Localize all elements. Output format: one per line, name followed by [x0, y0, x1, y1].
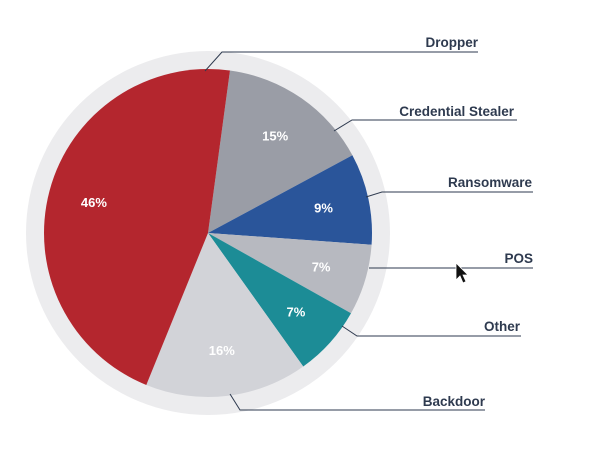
- value-label-ransomware: 7%: [312, 259, 331, 274]
- leader-line-credential-stealer: [333, 119, 517, 132]
- pie-slice-credential-stealer: [208, 155, 373, 245]
- pie-slice-dropper: [208, 70, 353, 233]
- pie-slice-other: [146, 233, 304, 397]
- leader-line-dropper: [204, 51, 478, 72]
- pie-slice-backdoor: [44, 69, 230, 385]
- pie-slice-ransomware: [208, 233, 372, 314]
- category-label-credential-stealer: Credential Stealer: [399, 104, 515, 119]
- value-label-credential-stealer: 9%: [314, 201, 333, 216]
- value-label-pos: 7%: [287, 304, 306, 319]
- category-label-backdoor: Backdoor: [423, 394, 486, 409]
- value-label-dropper: 15%: [262, 128, 288, 143]
- value-label-backdoor: 46%: [81, 195, 107, 210]
- category-label-other: Other: [484, 319, 521, 334]
- pie-slice-pos: [208, 233, 352, 367]
- category-label-dropper: Dropper: [425, 35, 478, 50]
- leader-line-backdoor: [229, 393, 485, 411]
- leader-line-ransomware: [365, 191, 533, 198]
- value-label-other: 16%: [209, 343, 235, 358]
- leader-line-other: [341, 325, 521, 337]
- category-label-pos: POS: [504, 251, 533, 266]
- mouse-pointer-icon: [455, 262, 469, 284]
- category-label-ransomware: Ransomware: [448, 175, 533, 190]
